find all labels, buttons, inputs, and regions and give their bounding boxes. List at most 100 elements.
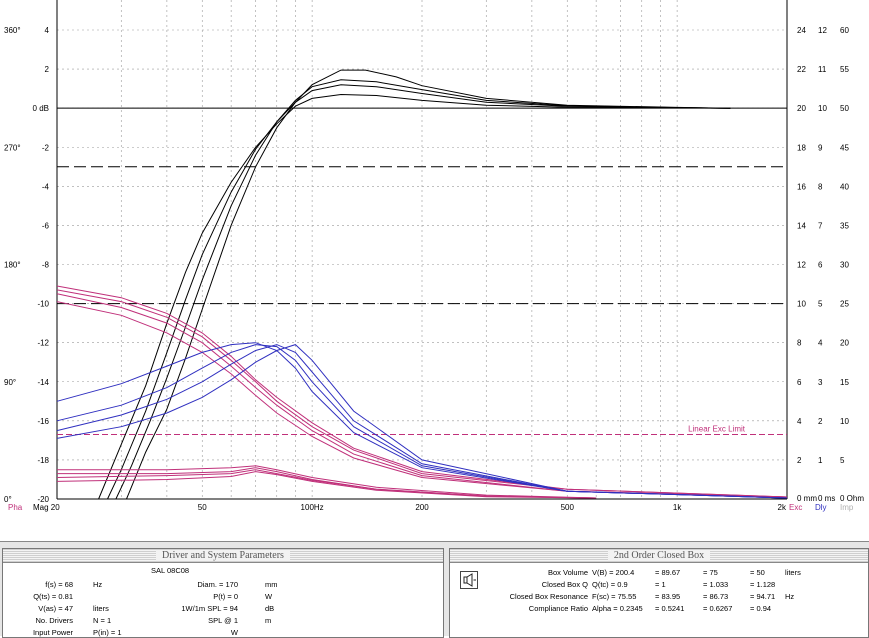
delay-curve	[56, 344, 788, 499]
closed-box-value: = 1.128	[750, 580, 776, 589]
imp-zero-label: 0 Ohm	[840, 494, 864, 503]
imp-tick-label: 30	[840, 261, 849, 270]
closed-box-value: Alpha = 0.2345	[592, 604, 643, 613]
driver-param-d: mm	[265, 580, 278, 589]
phase-axis-label: Pha	[8, 503, 23, 512]
driver-param-b: N = 1	[93, 616, 112, 625]
exc-axis-label: Exc	[789, 503, 802, 512]
closed-box-value: Q(tc) = 0.9	[592, 580, 628, 589]
dly-zero-label: 0 ms	[818, 494, 835, 503]
driver-param-c: Diam. = 170	[197, 580, 238, 589]
imp-tick-label: 55	[840, 65, 849, 74]
dly-tick-label: 1	[818, 456, 823, 465]
imp-axis-label: Imp	[840, 503, 854, 512]
phase-tick-label: 270°	[4, 143, 21, 152]
closed-box-value: = 0.5241	[655, 604, 685, 613]
driver-param-b: P(in) = 1	[93, 628, 122, 637]
exc-tick-label: 22	[797, 65, 806, 74]
excursion-curve	[57, 465, 597, 499]
dly-tick-label: 11	[818, 65, 827, 74]
exc-tick-label: 16	[797, 182, 806, 191]
imp-tick-label: 15	[840, 378, 849, 387]
dly-tick-label: 12	[818, 26, 827, 35]
exc-tick-label: 6	[797, 378, 802, 387]
x-tick-label: 100Hz	[301, 503, 324, 512]
left-tick-label: 0 dB	[33, 104, 49, 113]
dly-tick-label: 3	[818, 378, 823, 387]
phase-tick-label: 360°	[4, 26, 21, 35]
chart-background	[0, 0, 869, 540]
phase-tick-label: 90°	[4, 378, 16, 387]
dly-tick-label: 2	[818, 417, 823, 426]
exc-tick-label: 12	[797, 261, 806, 270]
closed-box-value: = 86.73	[703, 592, 729, 601]
driver-param-a: No. Drivers	[35, 616, 73, 625]
driver-parameters-box: Driver and System Parameters SAL 08C08 f…	[2, 548, 444, 638]
closed-box-value: = 83.95	[655, 592, 681, 601]
imp-tick-label: 60	[840, 26, 849, 35]
imp-tick-label: 10	[840, 417, 849, 426]
magnitude-curve	[115, 79, 731, 500]
imp-tick-label: 20	[840, 339, 849, 348]
exc-tick-label: 10	[797, 300, 806, 309]
exc-tick-label: 4	[797, 417, 802, 426]
magnitude-curve	[126, 69, 731, 500]
exc-tick-label: 20	[797, 104, 806, 113]
closed-box-label: Closed Box Q	[541, 580, 588, 589]
closed-box-value: = 50	[750, 568, 765, 577]
exc-tick-label: 14	[797, 221, 806, 230]
dly-tick-label: 8	[818, 182, 823, 191]
left-tick-label: -14	[37, 378, 49, 387]
dly-tick-label: 6	[818, 261, 823, 270]
excursion-curve	[56, 471, 597, 499]
phase-curve	[56, 301, 788, 498]
driver-parameters-title: Driver and System Parameters	[156, 550, 290, 561]
closed-box-value: = 89.67	[655, 568, 681, 577]
closed-box-label: Compliance Ratio	[528, 604, 588, 613]
delay-curve	[56, 344, 788, 499]
closed-box-value: F(sc) = 75.55	[592, 592, 637, 601]
phase-curve	[56, 285, 788, 498]
closed-box-title-bar: 2nd Order Closed Box	[450, 549, 868, 563]
driver-param-c: P(t) = 0	[213, 592, 238, 601]
closed-box-unit: liters	[785, 568, 801, 577]
reference-lines: Linear Exc Limit	[57, 166, 787, 436]
imp-tick-label: 50	[840, 104, 849, 113]
speaker-icon[interactable]	[460, 571, 478, 589]
closed-box-box: 2nd Order Closed Box Box Volume V(B) = 20…	[449, 548, 869, 638]
linear-exc-limit-label: Linear Exc Limit	[688, 425, 746, 434]
driver-param-c: W	[230, 628, 238, 637]
driver-param-c: SPL @ 1	[208, 616, 238, 625]
closed-box-value: = 94.71	[750, 592, 776, 601]
driver-param-c: 1W/1m SPL = 94	[181, 604, 238, 613]
curves	[56, 69, 788, 500]
driver-param-a: Q(ts) = 0.81	[33, 592, 73, 601]
exc-tick-label: 2	[797, 456, 802, 465]
closed-box-value: = 1.033	[703, 580, 729, 589]
delay-curve	[56, 344, 788, 499]
excursion-curve	[56, 469, 597, 499]
x-tick-label: Mag 20	[33, 503, 60, 512]
axis-labels: 420 dB-2-4-6-8-10-12-14-16-18-20360°270°…	[4, 26, 864, 512]
x-tick-label: 200	[415, 503, 429, 512]
dly-tick-label: 4	[818, 339, 823, 348]
driver-param-a: f(s) = 68	[45, 580, 73, 589]
left-tick-label: -16	[37, 417, 49, 426]
imp-tick-label: 5	[840, 456, 845, 465]
parameter-panel: Driver and System Parameters SAL 08C08 f…	[0, 541, 869, 638]
left-tick-label: -18	[37, 456, 49, 465]
exc-tick-label: 24	[797, 26, 806, 35]
imp-tick-label: 25	[840, 300, 849, 309]
closed-box-label: Closed Box Resonance	[509, 592, 588, 601]
left-tick-label: -20	[37, 495, 49, 504]
closed-box-value: = 0.6267	[703, 604, 733, 613]
phase-curve	[56, 293, 788, 498]
exc-tick-label: 18	[797, 143, 806, 152]
closed-box-value: = 0.94	[750, 604, 772, 613]
phase-tick-label: 0°	[4, 495, 12, 504]
left-tick-label: 4	[45, 26, 50, 35]
closed-box-value: V(B) = 200.4	[592, 568, 635, 577]
magnitude-curve	[107, 84, 731, 500]
exc-zero-label: 0 mm	[797, 494, 817, 503]
dly-tick-label: 5	[818, 300, 823, 309]
